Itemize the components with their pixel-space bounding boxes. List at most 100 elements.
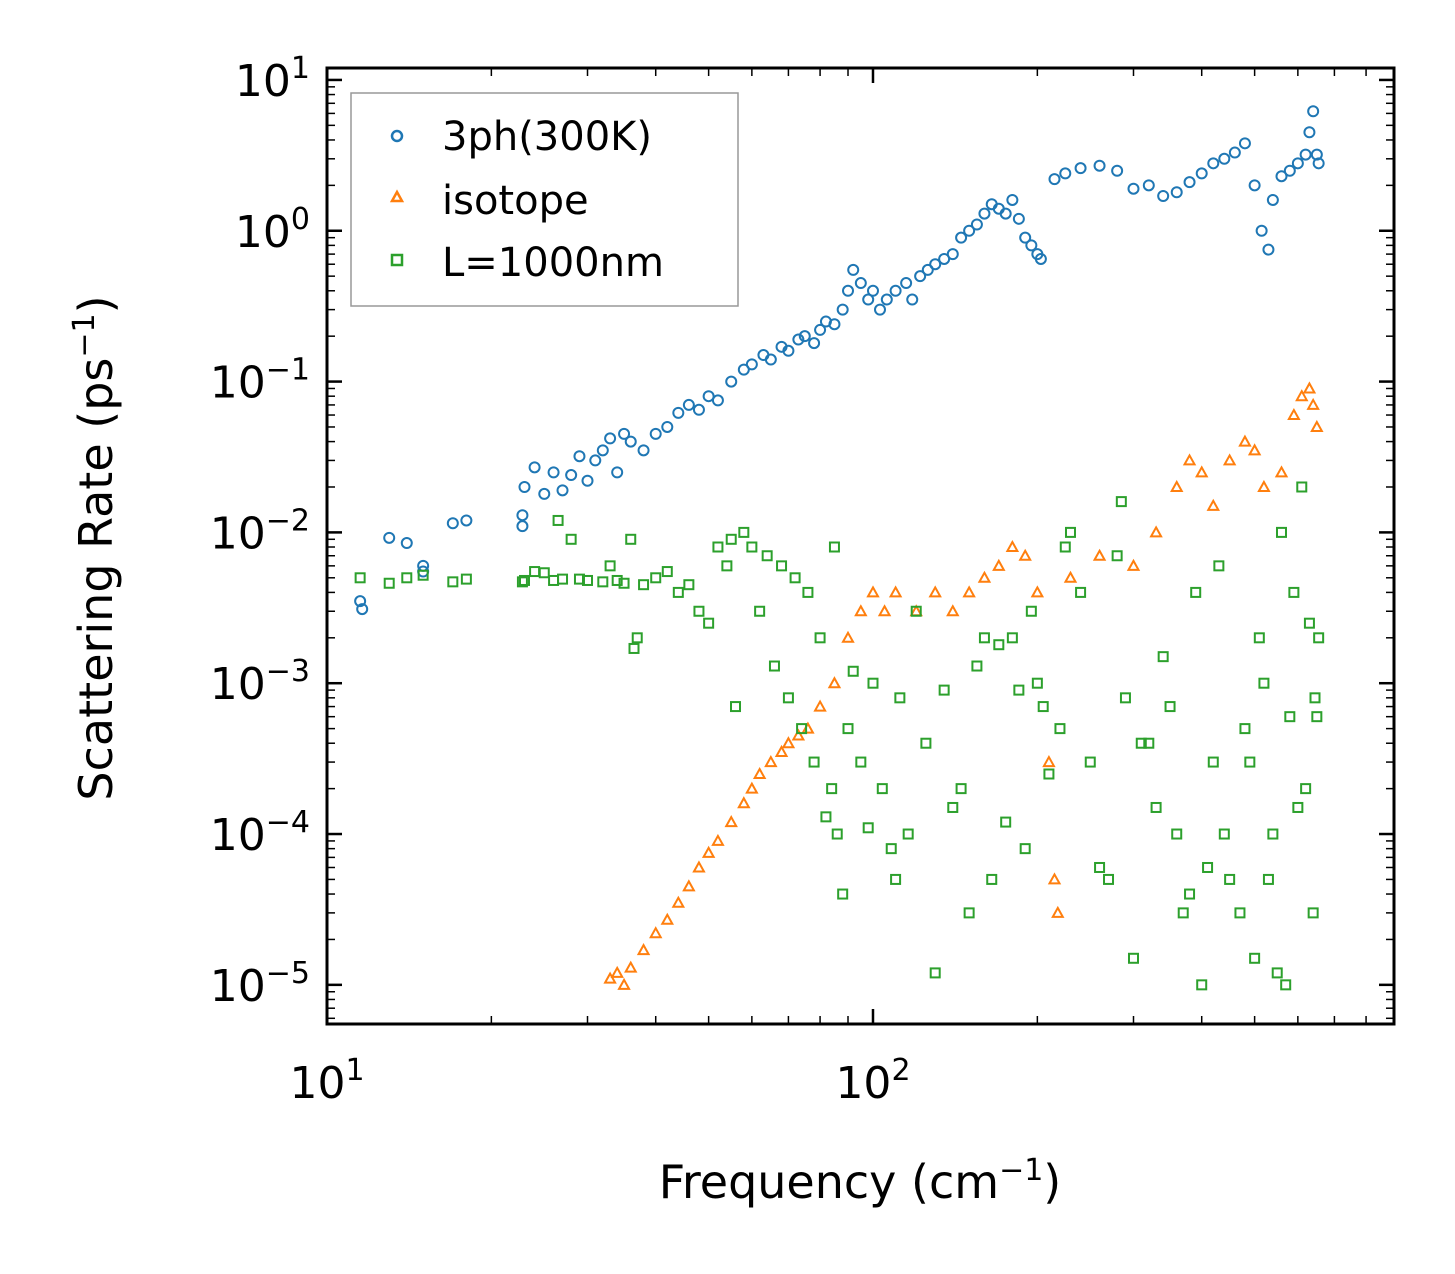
data-point — [820, 811, 832, 823]
data-point — [1283, 164, 1296, 177]
data-point — [1274, 465, 1289, 478]
data-point — [1111, 550, 1123, 562]
data-point — [618, 427, 631, 440]
data-point — [1207, 157, 1220, 170]
data-point — [910, 605, 922, 617]
y-tick-label: 10−2 — [210, 503, 310, 559]
series-0 — [354, 105, 1325, 616]
data-point — [516, 576, 528, 588]
data-point — [855, 756, 867, 768]
data-point — [1064, 526, 1076, 538]
data-point — [712, 541, 724, 553]
data-point — [1202, 861, 1214, 873]
data-point — [1019, 231, 1032, 244]
data-point — [1239, 723, 1251, 735]
data-point — [603, 971, 617, 984]
data-point — [1127, 182, 1140, 195]
data-point — [808, 756, 820, 768]
data-point — [711, 833, 725, 846]
data-point — [955, 231, 968, 244]
data-point — [701, 845, 716, 858]
data-point — [836, 303, 849, 316]
data-point — [1258, 677, 1270, 689]
data-point — [383, 531, 396, 544]
data-point — [1262, 873, 1274, 885]
data-point — [1094, 861, 1106, 873]
data-point — [1306, 397, 1320, 410]
tick-labels: 101 102 101 100 10−1 10−2 10−3 10−4 10−5 — [210, 51, 911, 1109]
data-point — [792, 333, 805, 346]
data-point — [894, 692, 906, 704]
data-point — [970, 218, 983, 231]
x-tick-label: 102 — [835, 1053, 910, 1109]
data-point — [636, 943, 651, 956]
data-point — [1111, 164, 1124, 177]
data-point — [921, 263, 934, 276]
data-point — [745, 358, 758, 371]
data-point — [1150, 801, 1162, 813]
legend-label-3ph: 3ph(300K) — [442, 114, 652, 160]
data-point — [711, 394, 724, 407]
legend-box — [350, 92, 739, 307]
legend-marker-isotope — [389, 189, 405, 203]
data-point — [547, 466, 560, 479]
data-point — [610, 965, 624, 978]
data-point — [992, 558, 1006, 571]
data-point — [1248, 179, 1261, 192]
data-point — [1030, 585, 1045, 598]
data-point — [538, 487, 551, 500]
data-point — [906, 293, 919, 306]
data-point — [862, 822, 874, 834]
data-point — [842, 723, 854, 735]
data-point — [874, 303, 887, 316]
data-point — [774, 744, 789, 757]
data-point — [978, 207, 991, 220]
data-point — [725, 533, 737, 545]
data-point — [354, 595, 367, 608]
data-point — [1051, 905, 1065, 918]
data-point — [518, 480, 531, 493]
data-point — [885, 843, 897, 855]
data-point — [557, 573, 569, 585]
data-point — [672, 586, 684, 598]
data-point — [628, 642, 640, 654]
data-point — [637, 444, 650, 457]
data-point — [902, 828, 914, 840]
data-point — [1031, 677, 1043, 689]
data-point — [692, 860, 706, 873]
data-point — [831, 828, 843, 840]
data-point — [1280, 979, 1292, 991]
data-point — [1238, 137, 1251, 150]
data-point — [1047, 872, 1062, 885]
data-point — [1244, 756, 1256, 768]
data-point — [1284, 711, 1296, 723]
legend-label-boundary: L=1000nm — [442, 240, 664, 286]
data-point — [813, 699, 827, 712]
data-point — [929, 258, 942, 271]
data-point — [1048, 173, 1061, 186]
data-point — [1218, 152, 1231, 165]
data-point — [649, 926, 663, 939]
data-point — [738, 526, 750, 538]
data-point — [768, 660, 780, 672]
data-point — [889, 284, 902, 297]
data-point — [1059, 167, 1072, 180]
data-point — [702, 390, 715, 403]
y-tick-label: 101 — [235, 51, 310, 107]
data-point — [1195, 167, 1208, 180]
data-point — [597, 576, 609, 588]
data-point — [611, 466, 624, 479]
data-point — [1054, 723, 1066, 735]
data-point — [1266, 193, 1279, 206]
data-point — [1093, 159, 1106, 172]
data-point — [999, 207, 1012, 220]
data-point — [1288, 586, 1300, 598]
data-point — [1292, 801, 1304, 813]
legend-marker-boundary — [390, 253, 404, 267]
data-point — [986, 873, 998, 885]
data-point — [649, 427, 662, 440]
data-point — [604, 560, 616, 572]
data-point — [761, 550, 773, 562]
series-1 — [603, 381, 1324, 990]
data-point — [866, 284, 879, 297]
